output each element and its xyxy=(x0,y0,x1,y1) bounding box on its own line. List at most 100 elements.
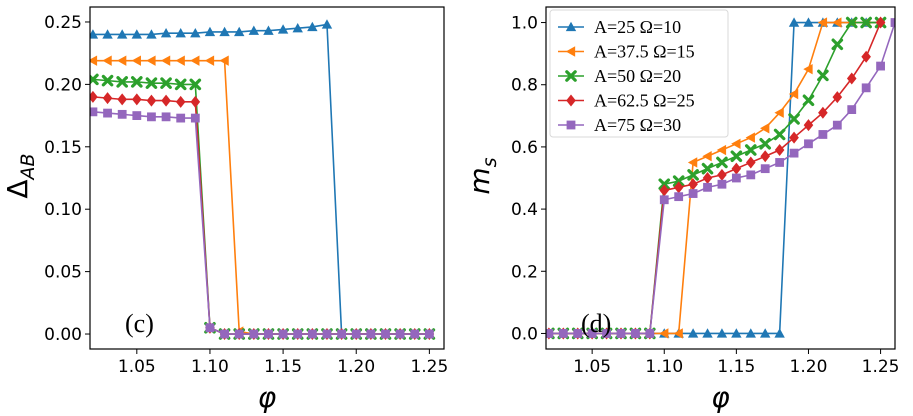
x-tick-label: 1.05 xyxy=(573,357,611,377)
y-tick-label: 0.2 xyxy=(511,262,538,282)
data-point-3-19 xyxy=(818,106,828,119)
y-tick-label: 0.10 xyxy=(44,200,82,220)
data-point-4-9 xyxy=(220,329,229,339)
y-tick-label: 1.0 xyxy=(511,14,538,34)
data-point-4-0 xyxy=(90,107,98,117)
data-point-1-9 xyxy=(673,328,683,339)
data-point-0-11 xyxy=(248,25,260,35)
data-point-2-15 xyxy=(759,138,772,150)
y-tick-label: 0.25 xyxy=(44,13,82,33)
data-point-3-3 xyxy=(132,93,142,106)
y-tick-label: 0.4 xyxy=(511,200,538,220)
data-point-0-3 xyxy=(131,29,143,39)
data-point-1-2 xyxy=(116,55,127,66)
data-point-4-10 xyxy=(688,189,698,198)
data-point-2-12 xyxy=(716,156,728,169)
data-point-4-3 xyxy=(587,329,597,338)
data-point-0-11 xyxy=(702,328,713,338)
data-point-3-2 xyxy=(117,93,127,106)
data-point-4-8 xyxy=(659,195,669,205)
data-point-3-7 xyxy=(190,95,201,108)
data-point-0-16 xyxy=(321,19,333,29)
data-point-4-7 xyxy=(190,113,200,123)
y-axis-label: ms xyxy=(463,157,501,194)
panel-label: (d) xyxy=(581,309,611,338)
data-point-4-13 xyxy=(278,329,288,339)
data-point-4-1 xyxy=(103,108,112,118)
data-point-1-20 xyxy=(832,17,842,28)
data-point-4-5 xyxy=(616,329,626,338)
data-point-0-17 xyxy=(788,17,800,27)
x-tick-label: 1.20 xyxy=(790,357,828,377)
legend-marker-4 xyxy=(566,120,576,130)
data-point-4-21 xyxy=(847,105,857,114)
data-point-2-6 xyxy=(174,78,187,91)
data-point-2-4 xyxy=(145,77,158,89)
data-point-3-0 xyxy=(90,90,98,103)
data-point-1-3 xyxy=(131,55,141,66)
y-tick-label: 0.0 xyxy=(511,324,538,344)
data-point-1-13 xyxy=(731,138,741,149)
plot-area xyxy=(90,19,436,341)
data-point-2-13 xyxy=(730,150,743,163)
data-point-0-12 xyxy=(263,25,274,35)
data-point-4-4 xyxy=(147,112,156,122)
legend-label-4: A=75 Ω=30 xyxy=(594,115,681,135)
data-point-1-19 xyxy=(817,17,828,28)
data-point-4-14 xyxy=(293,329,303,339)
data-point-1-8 xyxy=(659,328,669,339)
data-point-1-5 xyxy=(160,55,171,66)
y-axis-label-main: m xyxy=(463,167,496,194)
data-point-4-12 xyxy=(717,179,727,189)
plot-area xyxy=(546,16,895,340)
data-point-4-23 xyxy=(876,61,885,71)
y-tick-label: 0.8 xyxy=(511,76,538,96)
data-point-3-20 xyxy=(832,91,843,104)
data-point-3-13 xyxy=(731,162,742,175)
data-point-1-9 xyxy=(219,55,229,66)
axes-frame xyxy=(545,6,896,350)
legend-marker-0 xyxy=(565,21,577,32)
data-point-3-18 xyxy=(803,119,814,132)
data-point-0-18 xyxy=(803,17,814,27)
series-line-0 xyxy=(92,23,430,335)
data-point-4-22 xyxy=(861,83,871,93)
data-point-4-2 xyxy=(573,329,583,338)
data-point-0-16 xyxy=(774,328,785,338)
data-point-3-17 xyxy=(789,131,799,144)
data-point-0-2 xyxy=(116,29,128,39)
y-axis-label: ΔAB xyxy=(1,153,39,198)
data-point-3-15 xyxy=(760,150,771,163)
data-point-1-15 xyxy=(760,123,770,134)
data-point-1-1 xyxy=(102,55,112,66)
x-tick-label: 1.25 xyxy=(862,357,900,377)
data-point-1-16 xyxy=(774,107,784,118)
data-point-4-16 xyxy=(322,329,332,339)
legend-marker-1 xyxy=(565,46,576,57)
data-point-4-18 xyxy=(351,329,361,339)
data-point-2-10 xyxy=(687,169,699,181)
series-line-1 xyxy=(92,59,430,335)
data-point-4-20 xyxy=(832,120,842,130)
panel-label: (c) xyxy=(125,309,154,338)
series-line-3 xyxy=(92,96,430,335)
data-point-2-22 xyxy=(860,16,872,29)
legend-box xyxy=(549,9,729,138)
data-point-4-21 xyxy=(395,329,405,339)
legend-marker-3 xyxy=(566,94,576,107)
data-point-4-17 xyxy=(337,329,347,339)
data-point-4-14 xyxy=(746,170,756,180)
data-point-2-3 xyxy=(131,76,143,88)
y-axis-label-sub: AB xyxy=(17,153,39,181)
x-tick-label: 1.10 xyxy=(191,357,229,377)
data-point-0-13 xyxy=(277,24,289,34)
data-point-4-20 xyxy=(381,329,390,339)
data-point-2-5 xyxy=(160,77,172,89)
data-point-0-10 xyxy=(687,328,699,338)
x-tick-label: 1.10 xyxy=(645,357,683,377)
data-point-4-24 xyxy=(890,18,895,27)
data-point-2-7 xyxy=(189,78,202,91)
data-point-1-11 xyxy=(702,151,712,162)
data-point-4-3 xyxy=(132,111,142,120)
data-point-2-14 xyxy=(744,144,757,156)
